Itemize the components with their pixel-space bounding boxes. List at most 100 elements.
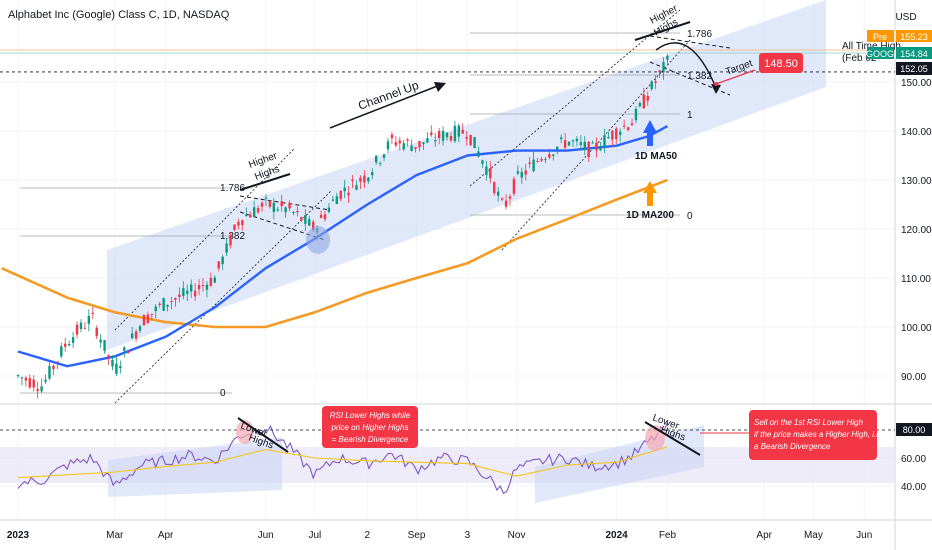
candle-body[interactable] — [138, 326, 142, 331]
candle-body[interactable] — [595, 142, 598, 151]
candle-body[interactable] — [95, 327, 98, 337]
candle-body[interactable] — [233, 224, 236, 230]
candle-body[interactable] — [461, 129, 464, 134]
candle-body[interactable] — [71, 337, 75, 343]
candle-body[interactable] — [548, 154, 551, 158]
candle-body[interactable] — [312, 221, 315, 231]
candle-body[interactable] — [485, 166, 488, 175]
candle-body[interactable] — [619, 131, 622, 135]
candle-body[interactable] — [32, 379, 35, 388]
candle-body[interactable] — [150, 313, 154, 315]
candle-body[interactable] — [524, 170, 527, 175]
candle-body[interactable] — [556, 146, 559, 150]
candle-body[interactable] — [174, 298, 177, 300]
candle-body[interactable] — [536, 160, 539, 162]
candle-body[interactable] — [292, 212, 295, 214]
candle-body[interactable] — [268, 200, 272, 207]
candle-body[interactable] — [528, 162, 531, 164]
candle-body[interactable] — [260, 202, 264, 207]
candle-body[interactable] — [146, 314, 150, 324]
candle-body[interactable] — [87, 315, 91, 324]
candle-body[interactable] — [327, 207, 331, 212]
candle-body[interactable] — [241, 220, 244, 225]
candle-body[interactable] — [83, 327, 87, 329]
candle-body[interactable] — [646, 96, 649, 101]
candle-body[interactable] — [473, 137, 476, 149]
candle-body[interactable] — [599, 148, 602, 151]
candle-body[interactable] — [371, 172, 374, 176]
candle-body[interactable] — [339, 190, 342, 200]
candle-body[interactable] — [40, 386, 43, 392]
candle-body[interactable] — [48, 365, 51, 379]
candle-body[interactable] — [79, 322, 83, 329]
candle-body[interactable] — [127, 351, 130, 354]
candle-body[interactable] — [217, 261, 220, 269]
candle-body[interactable] — [469, 134, 472, 146]
candle-body[interactable] — [520, 171, 524, 178]
candle-body[interactable] — [16, 375, 20, 377]
candle-body[interactable] — [563, 140, 567, 148]
candle-body[interactable] — [591, 142, 594, 144]
candle-body[interactable] — [64, 343, 67, 347]
candle-body[interactable] — [331, 199, 335, 201]
candle-body[interactable] — [237, 221, 240, 226]
candle-body[interactable] — [634, 108, 638, 121]
candle-body[interactable] — [390, 134, 394, 139]
candle-body[interactable] — [296, 210, 299, 213]
candle-body[interactable] — [406, 139, 409, 141]
candle-body[interactable] — [567, 141, 571, 146]
candle-body[interactable] — [611, 130, 614, 140]
candle-body[interactable] — [213, 277, 216, 283]
candle-body[interactable] — [445, 132, 449, 138]
candle-body[interactable] — [288, 202, 291, 209]
candle-body[interactable] — [512, 178, 516, 194]
candle-body[interactable] — [130, 333, 134, 339]
candle-body[interactable] — [221, 256, 224, 265]
candle-body[interactable] — [481, 160, 484, 164]
candle-body[interactable] — [284, 207, 287, 213]
candle-body[interactable] — [229, 235, 232, 246]
candle-body[interactable] — [630, 123, 634, 126]
candle-body[interactable] — [272, 202, 276, 212]
candle-body[interactable] — [166, 304, 169, 307]
candle-body[interactable] — [91, 312, 94, 314]
candle-body[interactable] — [75, 324, 79, 335]
candle-body[interactable] — [367, 177, 370, 182]
candle-body[interactable] — [544, 159, 547, 161]
candle-body[interactable] — [209, 277, 213, 286]
candle-body[interactable] — [363, 175, 366, 183]
candle-body[interactable] — [280, 201, 283, 207]
candle-body[interactable] — [571, 140, 575, 142]
candle-body[interactable] — [449, 135, 453, 141]
candle-body[interactable] — [642, 94, 646, 109]
candle-body[interactable] — [441, 130, 445, 141]
candle-body[interactable] — [355, 185, 358, 190]
candle-body[interactable] — [300, 217, 303, 221]
candle-body[interactable] — [189, 284, 193, 292]
candle-body[interactable] — [245, 214, 248, 217]
candle-body[interactable] — [666, 55, 669, 60]
candle-body[interactable] — [111, 359, 114, 367]
candle-body[interactable] — [28, 378, 32, 388]
candle-body[interactable] — [437, 130, 441, 139]
candle-body[interactable] — [201, 285, 205, 287]
candle-body[interactable] — [205, 284, 209, 290]
candle-body[interactable] — [638, 102, 642, 107]
candle-body[interactable] — [378, 162, 382, 164]
candle-body[interactable] — [158, 303, 161, 306]
candle-body[interactable] — [607, 136, 610, 138]
candle-body[interactable] — [658, 70, 661, 73]
candle-body[interactable] — [414, 147, 417, 149]
candle-body[interactable] — [386, 141, 390, 150]
candle-body[interactable] — [103, 340, 106, 351]
candle-body[interactable] — [575, 138, 579, 142]
candle-body[interactable] — [264, 197, 268, 199]
candle-body[interactable] — [256, 208, 260, 213]
candle-body[interactable] — [359, 177, 362, 182]
candle-body[interactable] — [56, 361, 59, 363]
candle-body[interactable] — [323, 214, 327, 220]
candle-body[interactable] — [382, 154, 386, 158]
candle-body[interactable] — [500, 198, 504, 200]
candle-body[interactable] — [418, 140, 421, 148]
